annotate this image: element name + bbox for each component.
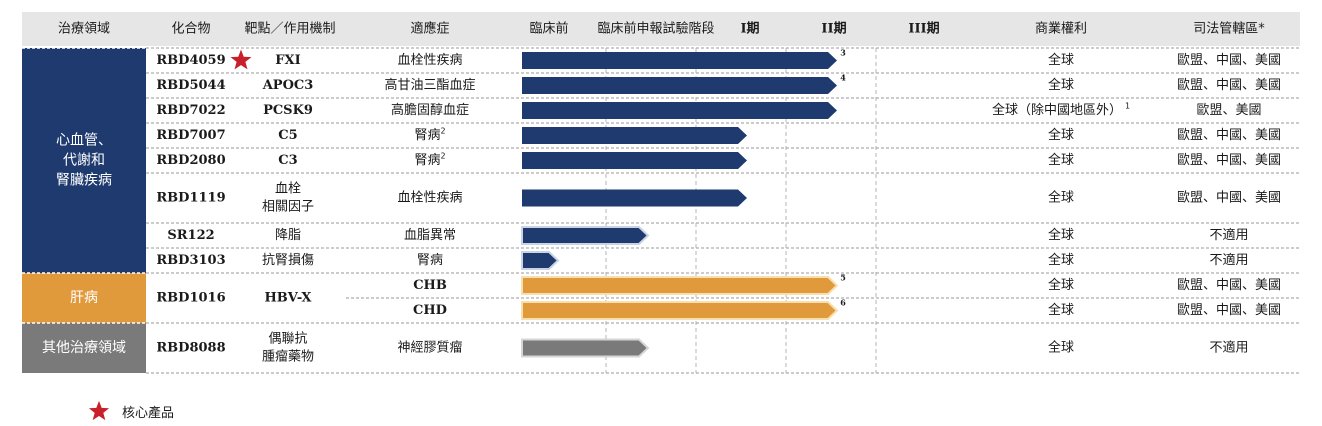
jurisdiction-label: 歐盟、中國、美國 bbox=[1177, 128, 1281, 143]
rights-label: 全球 bbox=[1048, 277, 1074, 293]
compound-name: RBD2080 bbox=[156, 153, 225, 168]
jurisdiction-label: 歐盟、美國 bbox=[1196, 103, 1261, 118]
header-rights: 商業權利 bbox=[1035, 21, 1087, 37]
compound-name: RBD1119 bbox=[156, 191, 225, 206]
header-compound: 化合物 bbox=[171, 22, 210, 37]
indication-label: 高膽固醇血症 bbox=[391, 102, 469, 118]
target-label: C3 bbox=[278, 153, 297, 168]
rights-label: 全球（除中國地區外） 1 bbox=[992, 101, 1130, 118]
progress-bar bbox=[522, 52, 837, 69]
indication-label: 血栓性疾病 bbox=[397, 191, 462, 206]
header-band bbox=[22, 12, 1300, 46]
target-label: 抗腎損傷 bbox=[262, 253, 314, 268]
area-label: 心血管、 bbox=[56, 133, 112, 149]
star-icon bbox=[230, 49, 252, 70]
target-label: 相關因子 bbox=[262, 200, 314, 215]
jurisdiction-label: 不適用 bbox=[1209, 340, 1248, 356]
target-label: HBV-X bbox=[265, 291, 313, 306]
rights-label: 全球 bbox=[1048, 227, 1074, 243]
progress-bar bbox=[521, 276, 839, 295]
compound-name: SR122 bbox=[167, 228, 214, 243]
indication-label: 血栓性疾病 bbox=[397, 53, 462, 68]
progress-bar bbox=[522, 152, 747, 169]
jurisdiction-label: 歐盟、中國、美國 bbox=[1177, 153, 1281, 168]
compound-name: RBD7007 bbox=[156, 128, 225, 143]
rights-label: 全球 bbox=[1048, 52, 1074, 68]
progress-bar bbox=[521, 226, 650, 245]
progress-bar bbox=[521, 338, 650, 358]
indication-label: 腎病2 bbox=[414, 126, 445, 143]
progress-bar bbox=[521, 251, 560, 270]
area-label: 其他治療領域 bbox=[42, 339, 126, 356]
compound-name: RBD7022 bbox=[156, 103, 225, 118]
compound-name: RBD8088 bbox=[156, 341, 225, 356]
target-label: PCSK9 bbox=[263, 103, 313, 118]
progress-bar bbox=[522, 102, 837, 119]
indication-label: CHD bbox=[413, 303, 447, 318]
target-label: C5 bbox=[278, 128, 297, 143]
bar-footnote: 4 bbox=[840, 73, 846, 83]
indication-footnote: 2 bbox=[440, 126, 445, 135]
compound-name: RBD3103 bbox=[156, 253, 225, 268]
jurisdiction-label: 不適用 bbox=[1209, 227, 1248, 243]
rights-label: 全球 bbox=[1048, 340, 1074, 356]
star-icon bbox=[88, 400, 110, 421]
rights-label: 全球 bbox=[1048, 152, 1074, 168]
indication-label: 神經膠質瘤 bbox=[397, 340, 462, 356]
header-ind: 臨床前申報試驗階段 bbox=[597, 21, 714, 37]
jurisdiction-label: 歐盟、中國、美國 bbox=[1177, 303, 1281, 318]
target-label: 腫瘤藥物 bbox=[262, 349, 314, 365]
header-area: 治療領域 bbox=[58, 21, 110, 37]
target-label: FXI bbox=[275, 53, 300, 68]
indication-label: 腎病2 bbox=[414, 151, 445, 168]
indication-label: 腎病 bbox=[417, 253, 443, 268]
header-phase1: I期 bbox=[740, 22, 759, 37]
bar-footnote: 5 bbox=[840, 273, 846, 283]
indication-label: 高甘油三酯血症 bbox=[384, 77, 475, 93]
rights-label: 全球 bbox=[1048, 252, 1074, 268]
jurisdiction-label: 歐盟、中國、美國 bbox=[1177, 278, 1281, 293]
bar-footnote: 3 bbox=[840, 48, 846, 58]
legend: 核心產品 bbox=[88, 398, 174, 424]
rights-footnote: 1 bbox=[1125, 101, 1130, 110]
rights-label: 全球 bbox=[1048, 77, 1074, 93]
header-target: 靶點／作用機制 bbox=[244, 22, 335, 37]
area-label: 腎臟疾病 bbox=[56, 173, 112, 189]
rights-label: 全球 bbox=[1048, 302, 1074, 318]
jurisdiction-label: 歐盟、中國、美國 bbox=[1177, 53, 1281, 68]
area-label: 肝病 bbox=[70, 290, 98, 306]
indication-label: 血脂異常 bbox=[404, 228, 456, 243]
compound-name: RBD4059 bbox=[156, 53, 225, 68]
jurisdiction-label: 歐盟、中國、美國 bbox=[1177, 78, 1281, 93]
area-block-1 bbox=[22, 48, 146, 273]
jurisdiction-label: 不適用 bbox=[1209, 252, 1248, 268]
rights-label: 全球 bbox=[1048, 127, 1074, 143]
area-block-3 bbox=[22, 323, 146, 373]
header-indication: 適應症 bbox=[410, 21, 449, 37]
rights-label: 全球 bbox=[1048, 190, 1074, 206]
bar-footnote: 6 bbox=[840, 298, 846, 308]
header-phase3: III期 bbox=[908, 22, 939, 37]
jurisdiction-label: 歐盟、中國、美國 bbox=[1177, 191, 1281, 206]
header-jurisdiction: 司法管轄區* bbox=[1193, 21, 1265, 37]
area-block-2 bbox=[22, 273, 146, 323]
header-preclinical: 臨床前 bbox=[529, 21, 568, 37]
progress-bar bbox=[522, 77, 837, 94]
compound-name: RBD1016 bbox=[156, 291, 225, 306]
target-label: 血栓 bbox=[275, 182, 301, 197]
target-label: 降脂 bbox=[275, 228, 301, 243]
header-phase2: II期 bbox=[821, 22, 846, 37]
progress-bar bbox=[521, 301, 839, 320]
compound-name: RBD5044 bbox=[156, 78, 225, 93]
progress-bar bbox=[522, 127, 747, 144]
progress-bar bbox=[522, 189, 747, 207]
area-label: 代謝和 bbox=[63, 153, 105, 169]
indication-label: CHB bbox=[413, 278, 447, 293]
legend-core-product-label: 核心產品 bbox=[122, 405, 175, 421]
target-label: APOC3 bbox=[262, 78, 314, 93]
indication-footnote: 2 bbox=[440, 151, 445, 160]
target-label: 偶聯抗 bbox=[268, 332, 307, 347]
